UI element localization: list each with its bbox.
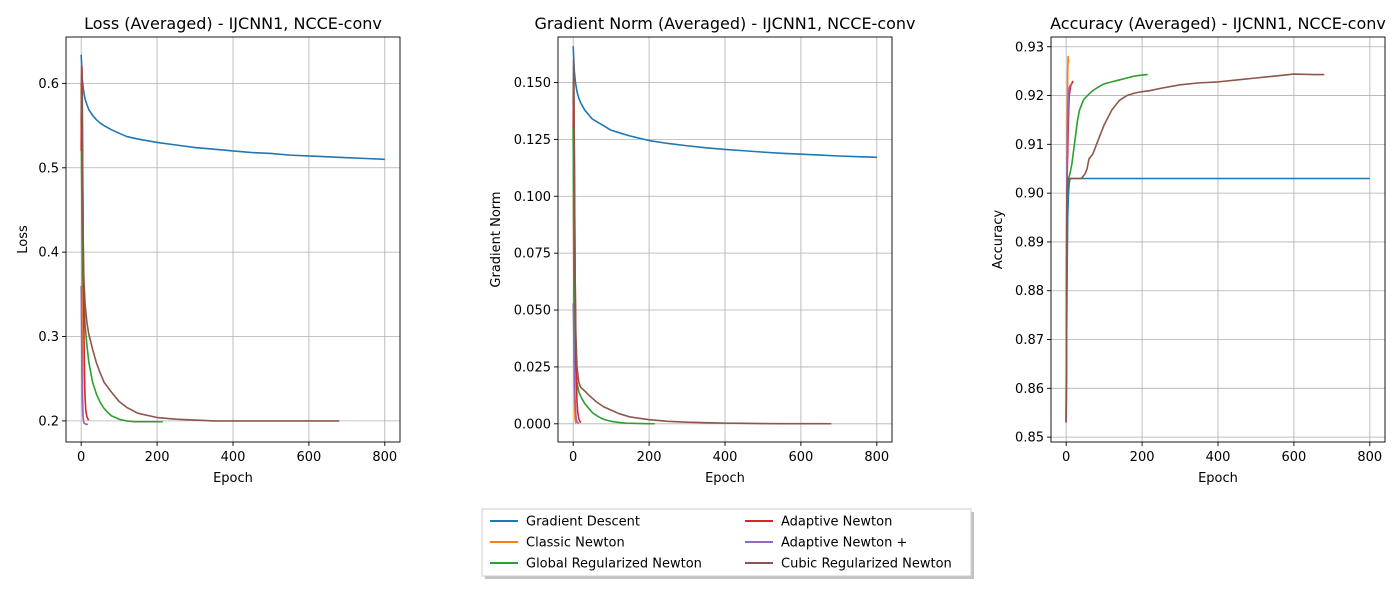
y-tick-label: 0.4 <box>38 246 59 261</box>
legend-label: Gradient Descent <box>526 515 640 530</box>
y-tick-label: 0.075 <box>514 247 551 262</box>
legend-item-6: Cubic Regularized Newton <box>745 557 952 572</box>
series-line-6 <box>80 65 340 422</box>
x-tick-label: 800 <box>864 450 889 465</box>
grid <box>558 37 892 442</box>
y-tick-label: 0.000 <box>514 417 551 432</box>
y-tick-label: 0.89 <box>1015 235 1044 250</box>
y-tick-label: 0.93 <box>1015 40 1044 55</box>
y-tick-label: 0.050 <box>514 304 551 319</box>
legend: Gradient Descent Classic Newton Global Reg… <box>481 508 974 579</box>
y-tick-label: 0.88 <box>1015 284 1044 299</box>
series-line-5 <box>80 285 89 426</box>
x-tick-label: 0 <box>1062 450 1070 465</box>
legend-label: Global Regularized Newton <box>526 557 702 572</box>
x-tick-label: 600 <box>1281 450 1306 465</box>
y-tick-label: 0.150 <box>514 76 551 91</box>
legend-item-3: Global Regularized Newton <box>490 557 702 572</box>
x-tick-label: 200 <box>145 450 170 465</box>
y-tick-label: 0.100 <box>514 190 551 205</box>
legend-item-2: Classic Newton <box>490 536 625 551</box>
y-axis-label: Loss <box>16 225 31 254</box>
x-axis-label: Epoch <box>213 471 253 486</box>
x-tick-label: 400 <box>713 450 738 465</box>
legend-frame <box>481 508 972 577</box>
series-line-3 <box>80 117 163 423</box>
legend-label: Cubic Regularized Newton <box>781 557 952 572</box>
y-tick-label: 0.90 <box>1015 187 1044 202</box>
x-tick-label: 0 <box>77 450 85 465</box>
legend-label: Adaptive Newton + <box>781 536 907 551</box>
y-tick-label: 0.2 <box>38 414 59 429</box>
x-axis-label: Epoch <box>705 471 745 486</box>
y-tick-label: 0.125 <box>514 133 551 148</box>
x-tick-label: 400 <box>221 450 246 465</box>
series-line-3 <box>572 128 655 425</box>
series-line-6 <box>572 58 832 425</box>
y-tick-label: 0.86 <box>1015 382 1044 397</box>
legend-label: Classic Newton <box>526 536 625 551</box>
y-axis-label: Gradient Norm <box>489 191 504 287</box>
y-axis-label: Accuracy <box>991 210 1006 270</box>
series-group <box>572 46 877 425</box>
chart-panel-1: 0 200 400 600 800 0.2 0.3 0.4 0.5 0.6 Loss (Averag… <box>16 14 401 486</box>
legend-item-4: Adaptive Newton <box>745 515 892 530</box>
chart-title: Accuracy (Averaged) - IJCNN1, NCCE-conv <box>1050 14 1386 33</box>
series-line-1 <box>572 46 877 159</box>
y-tick-label: 0.87 <box>1015 333 1044 348</box>
x-tick-label: 600 <box>296 450 321 465</box>
x-tick-label: 200 <box>1130 450 1155 465</box>
series-group <box>1065 55 1370 423</box>
chart-title: Loss (Averaged) - IJCNN1, NCCE-conv <box>84 14 382 33</box>
y-tick-label: 0.3 <box>38 330 59 345</box>
series-group <box>80 54 385 426</box>
x-tick-label: 800 <box>372 450 397 465</box>
grid <box>66 37 400 442</box>
series-line-6 <box>1065 73 1325 423</box>
chart-panels: 0 200 400 600 800 0.2 0.3 0.4 0.5 0.6 Loss (Averag… <box>16 14 1386 486</box>
y-tick-label: 0.92 <box>1015 89 1044 104</box>
grid <box>1051 37 1385 442</box>
series-line-3 <box>1065 73 1148 423</box>
series-line-5 <box>572 303 580 425</box>
legend-item-5: Adaptive Newton + <box>745 536 907 551</box>
y-tick-label: 0.91 <box>1015 138 1044 153</box>
legend-label: Adaptive Newton <box>781 515 892 530</box>
chart-panel-2: 0 200 400 600 800 0.000 0.025 0.050 0.075 0.100 0.… <box>489 14 916 486</box>
x-tick-label: 400 <box>1206 450 1231 465</box>
x-tick-label: 200 <box>637 450 662 465</box>
chart-panel-3: 0 200 400 600 800 0.85 0.86 0.87 0.88 0.89 0.90 0.9… <box>991 14 1386 486</box>
y-tick-label: 0.5 <box>38 161 59 176</box>
series-line-5 <box>1065 83 1073 423</box>
y-tick-label: 0.6 <box>38 77 59 92</box>
series-line-1 <box>80 54 385 161</box>
legend-item-1: Gradient Descent <box>490 515 640 530</box>
x-tick-label: 800 <box>1357 450 1382 465</box>
x-axis-label: Epoch <box>1198 471 1238 486</box>
y-tick-label: 0.85 <box>1015 431 1044 446</box>
y-tick-label: 0.025 <box>514 360 551 375</box>
chart-title: Gradient Norm (Averaged) - IJCNN1, NCCE-… <box>534 14 915 33</box>
x-tick-label: 600 <box>788 450 813 465</box>
x-tick-label: 0 <box>569 450 577 465</box>
